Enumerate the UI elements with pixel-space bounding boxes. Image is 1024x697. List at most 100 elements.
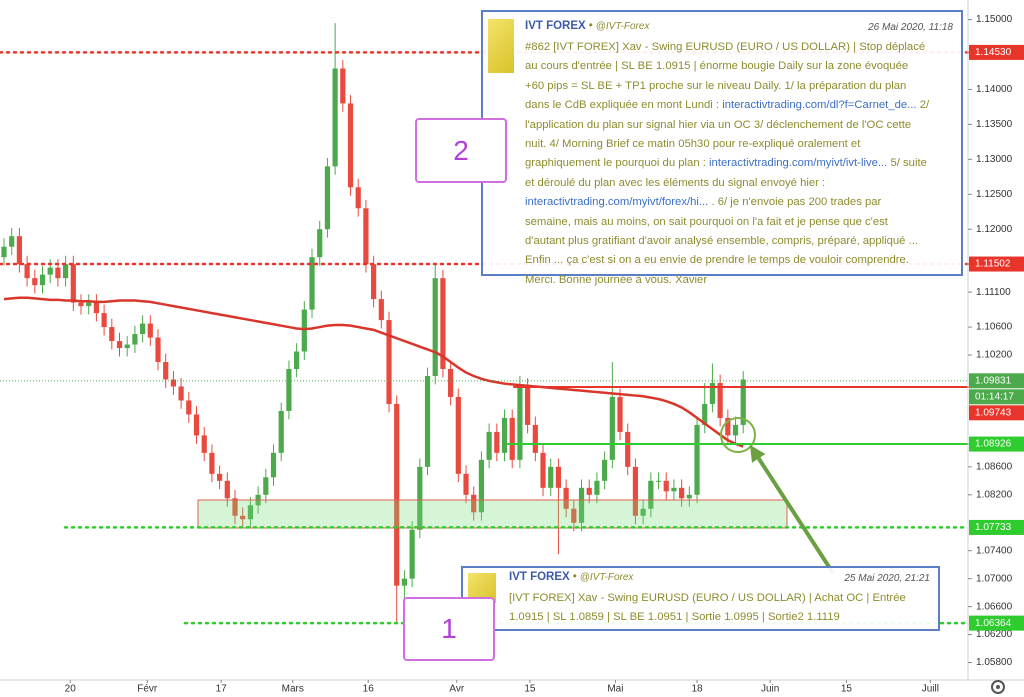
candle-body [663, 480, 669, 492]
candle-body [9, 236, 15, 247]
candle-body [532, 424, 538, 453]
candle-body [501, 417, 508, 453]
tweet-link[interactable]: interactivtrading.com/myivt/forex/hi... [525, 196, 709, 209]
candle-body [240, 515, 246, 520]
tweet-line: 1.0915 | SL 1.0859 | SL BE 1.0951 | Sort… [509, 611, 840, 623]
y-tick-label: 1.06600 [976, 601, 1013, 612]
candle-body [617, 396, 623, 432]
candle-body [463, 473, 469, 495]
candle-body [563, 487, 569, 509]
axes: 1.15000 1.14000 1.13500 1.13000 1.12500 1.120… [65, 14, 1024, 695]
y-tick-label: 1.10200 [976, 350, 1013, 361]
avatar [488, 19, 514, 73]
candle-body [540, 452, 546, 488]
candle-body [147, 323, 153, 338]
candle-body [186, 400, 192, 415]
x-tick-label: Juin [761, 684, 779, 695]
candle-body [1, 246, 7, 258]
callout-number: 1 [441, 613, 457, 644]
candle-body [347, 103, 354, 188]
highlight-ellipse [720, 417, 756, 453]
tweet-link[interactable]: interactivtrading.com/myivt/ivt-live... [709, 157, 888, 170]
candle-body [494, 431, 500, 453]
x-tick-label: Févr [137, 684, 158, 695]
candle-body [679, 487, 685, 499]
candle-body [109, 327, 115, 342]
candle-body [602, 459, 608, 481]
candle-body [217, 473, 223, 481]
tweet-date: 26 Mai 2020, 11:18 [868, 22, 953, 33]
countdown-label: 01:14:17 [975, 391, 1014, 402]
price-tag [969, 373, 1024, 389]
tweet-line: dans le CdB expliquée en mont Lundi : in… [525, 99, 929, 111]
settings-icon[interactable] [991, 680, 1005, 694]
price-tag [969, 256, 1024, 272]
tweet-text: Merci. Bonne journée à vous. Xavier [525, 273, 708, 286]
x-tick-label: 15 [524, 684, 536, 695]
candle-body [124, 344, 130, 349]
tweet-handle: @IVT-Forex [579, 572, 634, 583]
candle-body [232, 498, 238, 516]
candle-body [116, 341, 123, 349]
candle-body [648, 480, 654, 509]
candle-body [209, 452, 215, 474]
tweet-line: interactivtrading.com/myivt/forex/hi... … [525, 196, 881, 208]
tweet-card: IVT FOREX • @IVT-Forex 26 Mai 2020, 11:18 #8… [481, 10, 963, 286]
candle-body [448, 369, 454, 397]
tweet-line: d'autant plus gratifiant d'avoir analysé… [525, 235, 918, 247]
candle-body [309, 257, 315, 310]
candle-body [140, 323, 146, 335]
tweet-text: dans le CdB expliquée en mont Lundi : [525, 99, 723, 112]
candle-body [178, 386, 184, 401]
countdown-tag [969, 389, 1024, 405]
candle-body [201, 435, 207, 453]
x-tick-label: 17 [216, 684, 228, 695]
candle-body [78, 302, 84, 307]
callout-number: 2 [453, 134, 469, 166]
tweet-line: semaine, mais au moins, on sait pourquoi… [525, 216, 888, 228]
arrow-head [750, 445, 766, 463]
tweet-line: graphiquement le pourquoi du plan : inte… [525, 157, 927, 169]
x-tick-label: 18 [691, 684, 703, 695]
tweet-line: [IVT FOREX] Xav - Swing EURUSD (EURO / U… [509, 592, 906, 604]
tweet-text: au cours d'entrée | SL BE 1.0915 | énorm… [525, 60, 909, 73]
moving-average [3, 296, 744, 448]
candle-body [93, 302, 100, 314]
candle-body [517, 386, 523, 460]
candle-body [740, 379, 746, 425]
x-tick-label: Mars [282, 684, 304, 695]
x-tick-label: Mai [607, 684, 623, 695]
tweet-text: #862 [IVT FOREX] Xav - Swing EURUSD (EUR… [525, 41, 926, 53]
y-tick-label: 1.05800 [976, 657, 1013, 668]
candle-body [609, 396, 615, 460]
tweet-card: IVT FOREX • @IVT-Forex 25 Mai 2020, 21:21 [I… [461, 566, 940, 631]
candle-body [132, 334, 138, 345]
gear[interactable] [991, 680, 1005, 694]
price-tag-label: 1.14530 [975, 47, 1012, 58]
tweet-link[interactable]: interactivtrading.com/dl?f=Carnet_de... [722, 99, 917, 112]
candle-body [286, 369, 292, 411]
candle-body [694, 424, 700, 495]
candle-body [586, 487, 592, 495]
tweet-line: +60 pips = SL BE + TP1 proche sur le niv… [525, 80, 906, 92]
tweet-text: 5/ suite [887, 157, 927, 170]
tweet-text: 2/ [916, 99, 930, 112]
candle-body [732, 424, 739, 436]
support-zone [197, 499, 788, 529]
tweet-author: IVT FOREX [525, 20, 586, 32]
x-tick-label: 15 [841, 684, 853, 695]
price-tag-label: 1.08926 [975, 439, 1012, 450]
price-tag [969, 44, 1024, 60]
price-tag [969, 436, 1024, 452]
candle-body [440, 278, 446, 370]
x-tick-label: 16 [363, 684, 375, 695]
candle-body [702, 403, 708, 425]
candle-body [478, 459, 485, 513]
candle-body [63, 264, 69, 279]
tweet-text: d'autant plus gratifiant d'avoir analysé… [525, 235, 919, 247]
candle-body [386, 320, 392, 404]
callout-box: 1 [403, 597, 495, 661]
candle-body [224, 480, 230, 499]
plot-area [1, 23, 746, 624]
